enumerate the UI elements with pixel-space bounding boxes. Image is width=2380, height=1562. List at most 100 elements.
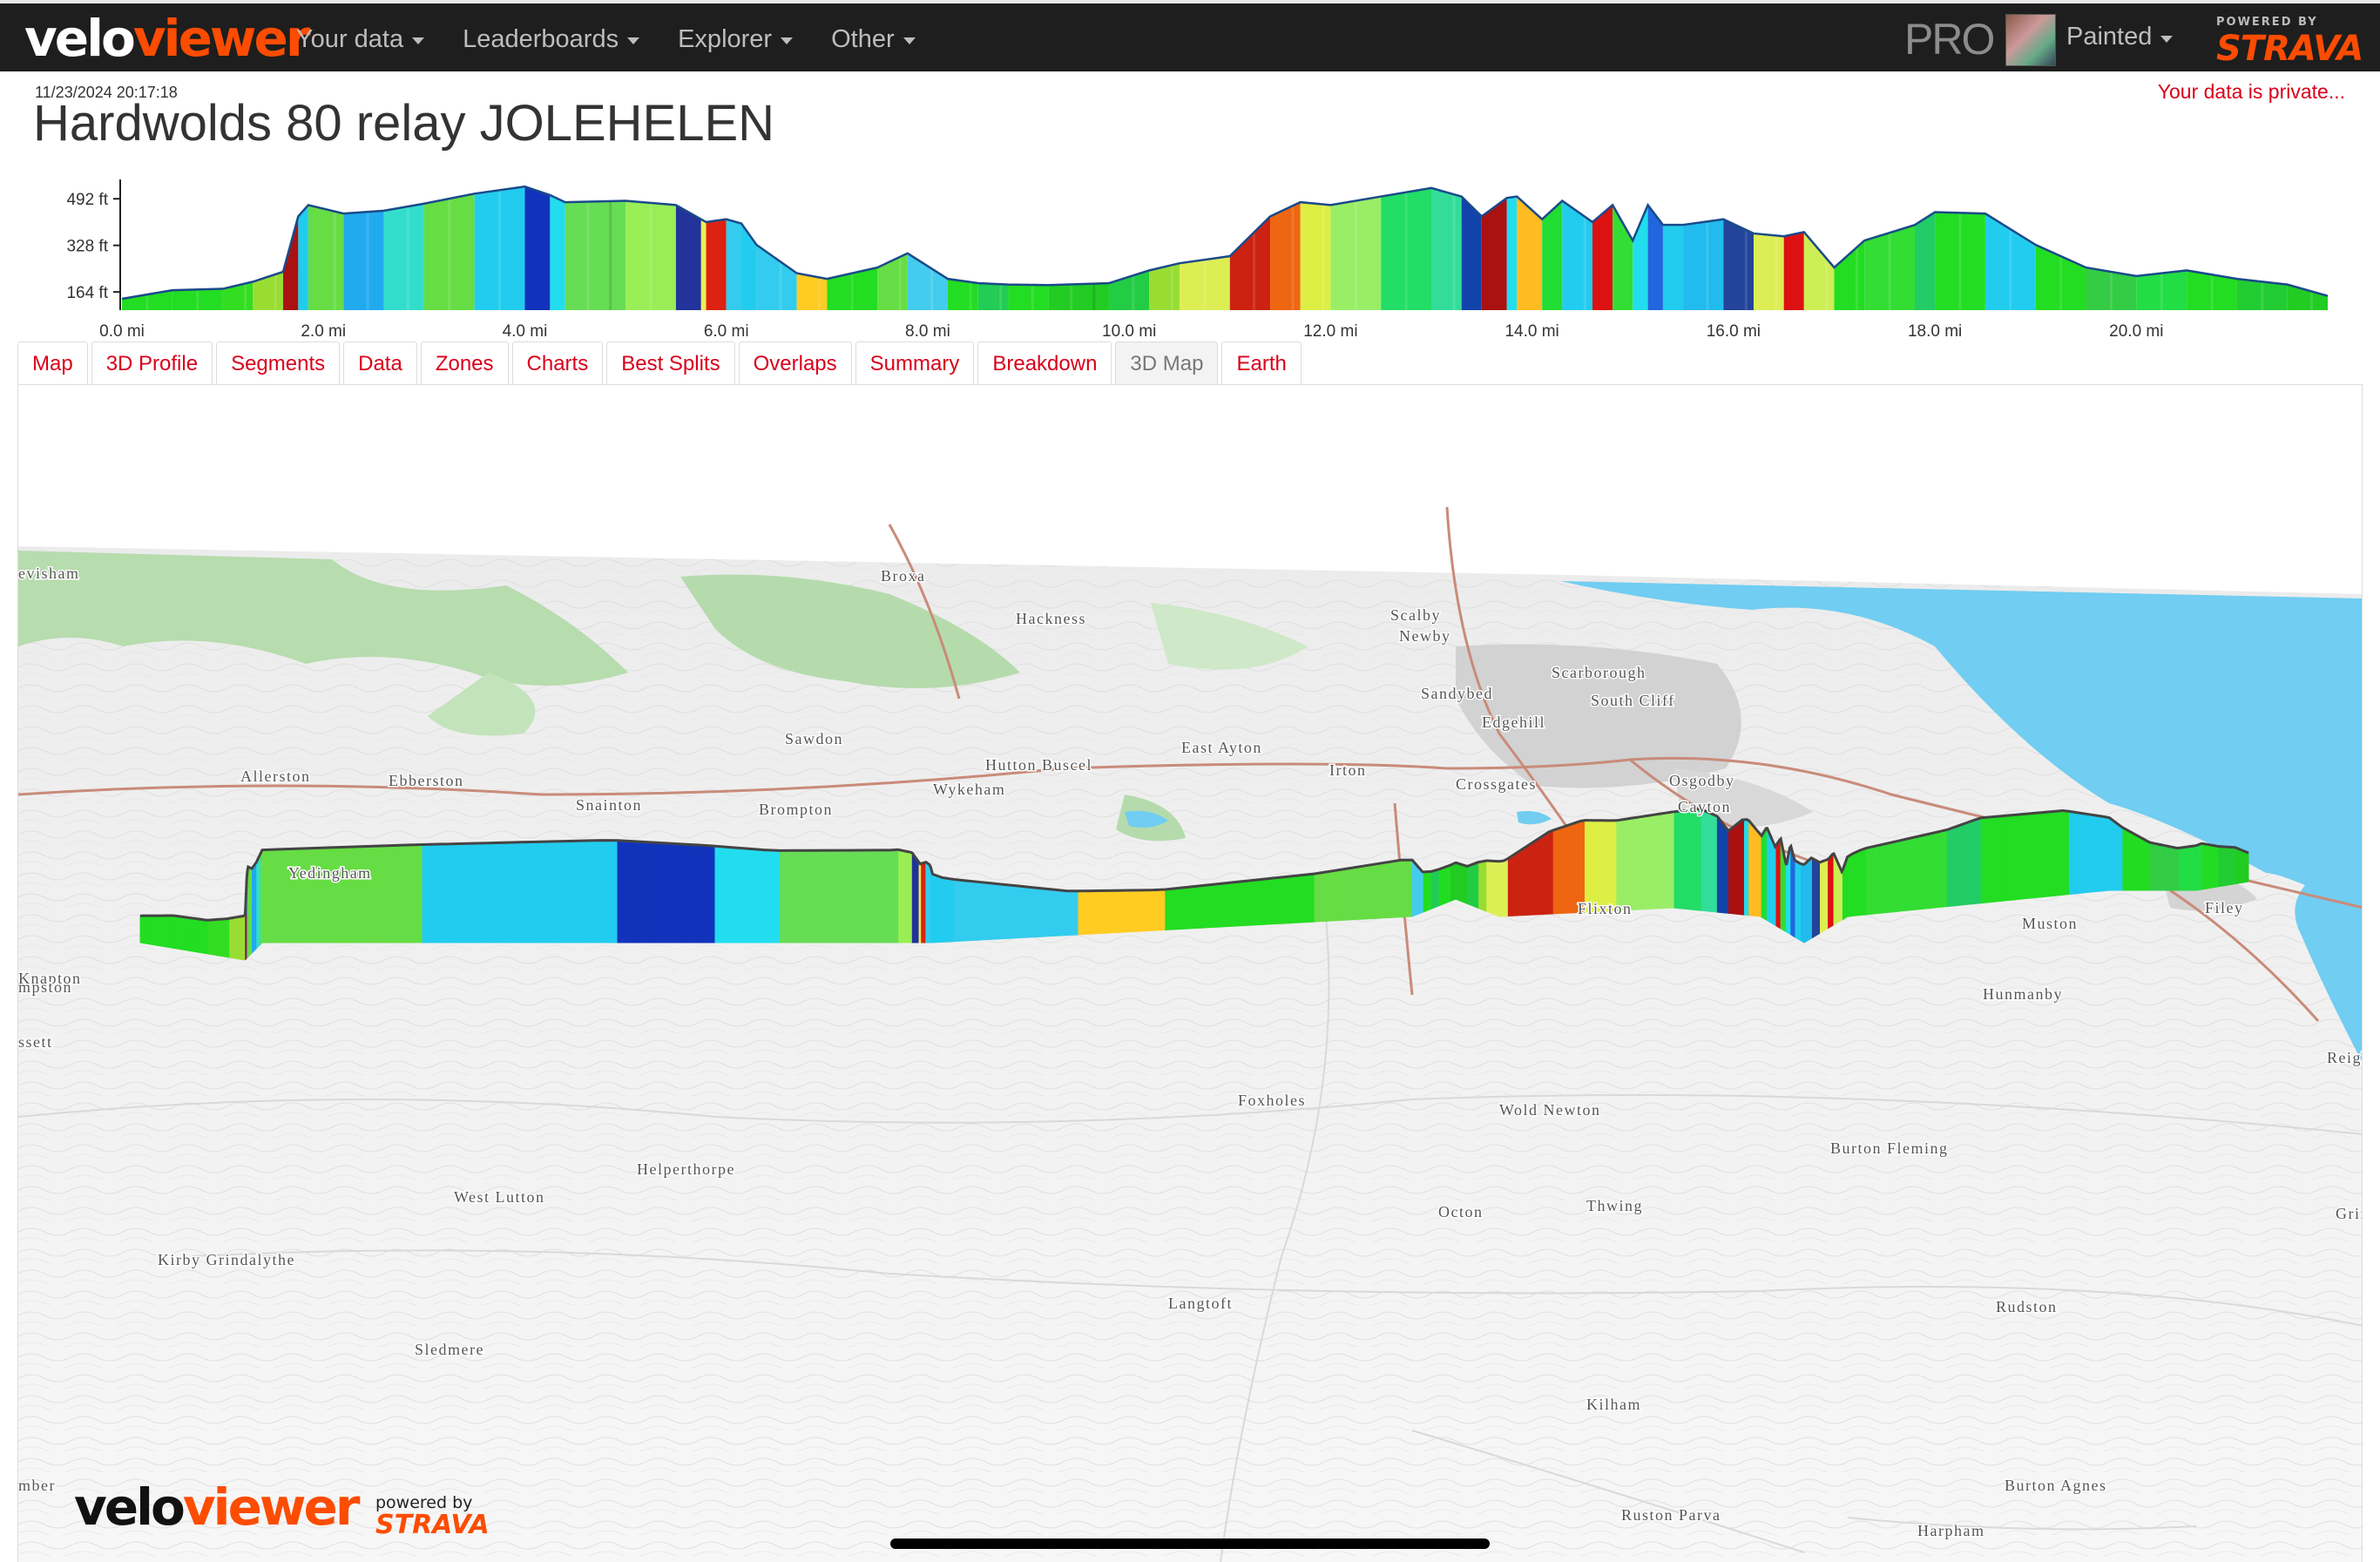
- route-wall-segment: [1647, 814, 1653, 909]
- tab-3d-map[interactable]: 3D Map: [1115, 341, 1219, 385]
- route-wall-segment: [1661, 812, 1667, 909]
- route-wall-segment: [1575, 820, 1581, 914]
- route-wall-segment: [1338, 867, 1353, 922]
- route-wall-segment: [1987, 815, 1996, 903]
- route-wall-segment: [1065, 890, 1079, 937]
- main-nav: Your data Leaderboards Explorer Other: [296, 3, 954, 75]
- route-wall-segment: [1585, 820, 1591, 913]
- route-wall-segment: [1953, 824, 1962, 907]
- privacy-link[interactable]: Your data is private...: [2157, 80, 2345, 103]
- route-wall-segment: [2041, 811, 2050, 898]
- route-wall-segment: [373, 845, 391, 943]
- x-tick-label: 0.0 mi: [99, 322, 145, 341]
- route-wall-segment: [1503, 857, 1509, 917]
- profile-segment: [1914, 212, 1936, 310]
- profile-segment: [2287, 284, 2328, 310]
- route-wall-segment: [1872, 844, 1881, 915]
- route-wall-segment: [1521, 845, 1527, 916]
- tab-earth[interactable]: Earth: [1221, 341, 1302, 385]
- nav-your-data[interactable]: Your data: [296, 25, 425, 54]
- profile-segment: [2236, 279, 2288, 310]
- user-menu[interactable]: Painted: [2066, 23, 2174, 51]
- map-label-wykeham: Wykeham: [933, 781, 1005, 798]
- forest-area: [18, 551, 628, 686]
- profile-segment: [1562, 200, 1592, 310]
- route-wall-segment: [795, 849, 814, 943]
- tab-3d-profile[interactable]: 3D Profile: [91, 341, 213, 385]
- profile-segment: [550, 194, 565, 310]
- profile-segment: [565, 200, 626, 310]
- map-powered-by-strava: powered by STRAVA: [375, 1491, 490, 1538]
- route-wall-segment: [1656, 813, 1663, 909]
- tab-overlaps[interactable]: Overlaps: [738, 341, 852, 385]
- route-wall-segment: [2246, 851, 2249, 882]
- x-tick-label: 8.0 mi: [905, 322, 950, 341]
- logo-text-velo: velo: [24, 9, 136, 68]
- route-wall-segment: [1153, 889, 1166, 931]
- route-wall-segment: [1906, 836, 1915, 911]
- profile-segment: [827, 267, 878, 310]
- map-label-knapton: Knapton: [18, 970, 82, 987]
- tab-segments[interactable]: Segments: [216, 341, 341, 385]
- y-tick-label: 164 ft: [66, 284, 108, 302]
- sea: [1560, 581, 2362, 912]
- profile-segment: [700, 219, 707, 310]
- route-wall-segment: [714, 845, 733, 943]
- route-wall-segment: [1557, 826, 1564, 915]
- route-wall-segment: [2068, 810, 2077, 896]
- map-label-helperthorpe: Helperthorpe: [637, 1160, 735, 1178]
- tab-summary[interactable]: Summary: [855, 341, 975, 385]
- route-wall-segment: [1498, 860, 1504, 917]
- activity-tabs: Map 3D Profile Segments Data Zones Chart…: [17, 341, 1305, 385]
- route-wall-segment: [2014, 814, 2023, 901]
- route-wall-segment: [747, 848, 765, 943]
- route-wall-segment: [2075, 811, 2084, 895]
- tab-data[interactable]: Data: [343, 341, 417, 385]
- x-tick-label: 18.0 mi: [1908, 322, 1962, 341]
- x-tick-label: 6.0 mi: [704, 322, 749, 341]
- nav-leaderboards[interactable]: Leaderboards: [463, 25, 640, 54]
- caret-down-icon: [781, 37, 794, 44]
- map-veloviewer-logo: veloviewer: [74, 1481, 360, 1533]
- elevation-profile-chart[interactable]: 492 ft 328 ft 164 ft 0.0 mi 2.0 mi 4.0 mi 6.0 …: [0, 171, 2380, 345]
- route-wall-segment: [953, 878, 968, 943]
- route-wall-segment: [1507, 854, 1514, 917]
- veloviewer-logo[interactable]: velo viewer: [24, 9, 310, 68]
- route-wall-segment: [2007, 814, 2016, 902]
- tab-zones[interactable]: Zones: [420, 341, 509, 385]
- tab-best-splits[interactable]: Best Splits: [606, 341, 735, 385]
- map-label-crossgates: Crossgates: [1456, 775, 1537, 793]
- home-indicator[interactable]: [890, 1538, 1490, 1549]
- route-wall-segment: [356, 845, 375, 943]
- route-wall-segment: [1616, 819, 1622, 911]
- route-wall-segment: [1090, 889, 1105, 935]
- tab-map[interactable]: Map: [17, 341, 88, 385]
- profile-segment: [1633, 205, 1648, 310]
- 3d-map-canvas[interactable]: evisham Broxa Hackness Scalby Newby Scarborou…: [18, 385, 2363, 1562]
- map-label-sandybed: Sandybed: [1421, 685, 1493, 702]
- route-wall-segment: [828, 849, 846, 943]
- powered-by-strava[interactable]: POWERED BY STRAVA: [2216, 16, 2363, 69]
- map-label-flixton: Flixton: [1578, 900, 1633, 917]
- route-wall-segment: [1913, 835, 1921, 910]
- avatar[interactable]: [2005, 14, 2056, 66]
- profile-segment: [122, 290, 172, 310]
- 3d-map-panel[interactable]: evisham Broxa Hackness Scalby Newby Scarborou…: [17, 384, 2363, 1562]
- profile-segment: [282, 216, 299, 310]
- route-wall-segment: [1363, 863, 1377, 920]
- route-wall-segment: [585, 840, 602, 943]
- profile-segment: [1517, 196, 1543, 310]
- route-wall-segment: [308, 847, 326, 943]
- tab-charts[interactable]: Charts: [511, 341, 604, 385]
- profile-segment: [383, 203, 424, 310]
- nav-other[interactable]: Other: [831, 25, 916, 54]
- map-label-sledmere: Sledmere: [415, 1341, 484, 1358]
- profile-segment: [1647, 205, 1663, 310]
- profile-segment: [1149, 263, 1180, 310]
- tab-breakdown[interactable]: Breakdown: [977, 341, 1112, 385]
- route-wall-segment: [633, 841, 651, 943]
- nav-explorer[interactable]: Explorer: [678, 25, 794, 54]
- route-elevation-3d[interactable]: [139, 808, 2249, 961]
- route-wall-segment: [1389, 859, 1403, 918]
- profile-segment: [1229, 216, 1271, 310]
